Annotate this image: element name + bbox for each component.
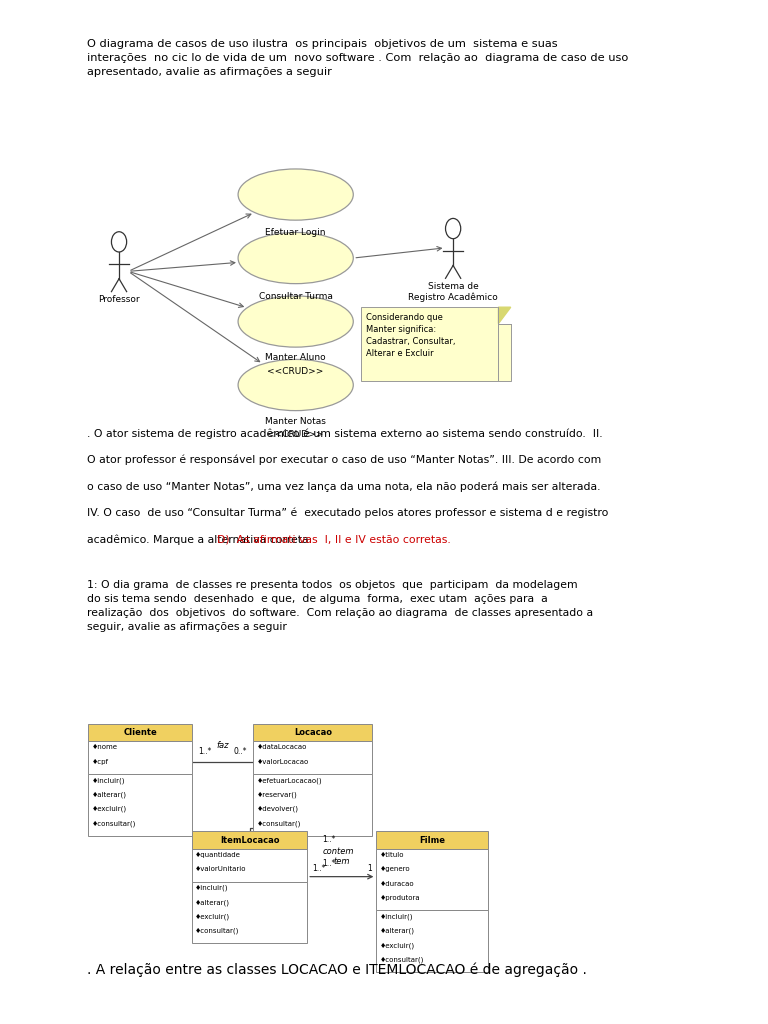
Text: Efetuar Login: Efetuar Login	[266, 228, 326, 238]
Text: 1..*: 1..*	[312, 863, 325, 872]
Text: Manter Notas: Manter Notas	[265, 417, 326, 426]
Text: IV. O caso  de uso “Consultar Turma” é  executado pelos atores professor e siste: IV. O caso de uso “Consultar Turma” é ex…	[87, 508, 608, 518]
Text: ♦consultar(): ♦consultar()	[379, 956, 424, 963]
Text: O diagrama de casos de uso ilustra  os principais  objetivos de um  sistema e su: O diagrama de casos de uso ilustra os pr…	[87, 39, 628, 77]
Text: Consultar Turma: Consultar Turma	[259, 292, 333, 301]
Text: 0..*: 0..*	[233, 746, 247, 756]
Text: ♦excluir(): ♦excluir()	[195, 913, 230, 920]
Text: Sistema de
Registro Acadêmico: Sistema de Registro Acadêmico	[409, 282, 498, 302]
Text: 1: 1	[367, 863, 372, 872]
Text: faz: faz	[217, 740, 229, 750]
Bar	[192, 882, 307, 943]
Text: tem: tem	[333, 857, 350, 866]
Text: ♦excluir(): ♦excluir()	[379, 942, 415, 948]
Text: ♦quantidade: ♦quantidade	[195, 852, 241, 858]
Text: <<CRUD>>: <<CRUD>>	[267, 367, 324, 376]
Text: 1..*: 1..*	[323, 859, 336, 868]
Text: Filme: Filme	[419, 836, 445, 845]
Text: D)  As afirmati vas  I, II e IV estão corretas.: D) As afirmati vas I, II e IV estão corr…	[217, 535, 452, 545]
Text: ♦consultar(): ♦consultar()	[257, 820, 301, 826]
Text: ♦produtora: ♦produtora	[379, 895, 420, 901]
Text: Manter Aluno: Manter Aluno	[266, 353, 326, 362]
Text: ♦incluir(): ♦incluir()	[379, 913, 413, 920]
Bar	[253, 724, 372, 741]
Text: o caso de uso “Manter Notas”, uma vez lança da uma nota, ela não poderá mais ser: o caso de uso “Manter Notas”, uma vez la…	[87, 481, 601, 492]
Bar	[88, 724, 192, 741]
Bar	[376, 849, 488, 910]
Text: ♦dataLocacao: ♦dataLocacao	[257, 744, 307, 751]
Ellipse shape	[238, 169, 353, 220]
Text: ♦devolver(): ♦devolver()	[257, 806, 299, 812]
Text: ♦consultar(): ♦consultar()	[195, 928, 240, 934]
Text: acadêmico. Marque a alternativa correta:: acadêmico. Marque a alternativa correta:	[87, 535, 316, 545]
Text: O ator professor é responsável por executar o caso de uso “Manter Notas”. III. D: O ator professor é responsável por execu…	[87, 455, 601, 465]
Text: <<CRUD>>: <<CRUD>>	[267, 430, 324, 439]
Bar	[88, 774, 192, 836]
Text: ♦alterar(): ♦alterar()	[91, 792, 127, 798]
Bar	[376, 910, 488, 972]
Text: Considerando que
Manter significa:
Cadastrar, Consultar,
Alterar e Excluir: Considerando que Manter significa: Cadas…	[366, 313, 456, 357]
Text: ♦cpf: ♦cpf	[91, 759, 108, 765]
Text: contem: contem	[323, 847, 354, 856]
Text: ♦incluir(): ♦incluir()	[91, 777, 125, 783]
Text: ♦genero: ♦genero	[379, 866, 410, 872]
Text: 1..*: 1..*	[323, 835, 336, 844]
Bar	[192, 831, 307, 849]
Text: ♦incluir(): ♦incluir()	[195, 885, 229, 891]
Text: ♦valorUnitario: ♦valorUnitario	[195, 866, 247, 872]
Text: Professor: Professor	[98, 295, 140, 304]
Text: ♦efetuarLocacao(): ♦efetuarLocacao()	[257, 777, 322, 783]
Text: ♦consultar(): ♦consultar()	[91, 820, 136, 826]
Bar	[192, 849, 307, 882]
Text: ♦alterar(): ♦alterar()	[195, 899, 230, 905]
Text: ♦alterar(): ♦alterar()	[379, 928, 415, 934]
Text: ♦duracao: ♦duracao	[379, 881, 414, 887]
Text: 1: O dia grama  de classes re presenta todos  os objetos  que  participam  da mo: 1: O dia grama de classes re presenta to…	[87, 580, 593, 632]
Text: . O ator sistema de registro acadêmico é um sistema externo ao sistema sendo con: . O ator sistema de registro acadêmico é…	[87, 428, 602, 438]
Text: ♦reservar(): ♦reservar()	[257, 792, 297, 798]
Bar	[88, 741, 192, 774]
Bar	[253, 774, 372, 836]
Ellipse shape	[238, 296, 353, 347]
Ellipse shape	[238, 232, 353, 284]
Polygon shape	[498, 307, 511, 324]
Text: ItemLocacao: ItemLocacao	[220, 836, 280, 845]
Bar	[361, 307, 498, 381]
Text: ♦nome: ♦nome	[91, 744, 118, 751]
Bar	[498, 324, 511, 381]
Text: Locacao: Locacao	[294, 728, 332, 737]
Text: ♦valorLocacao: ♦valorLocacao	[257, 759, 309, 765]
Text: ♦titulo: ♦titulo	[379, 852, 404, 858]
Ellipse shape	[238, 359, 353, 411]
Text: Cliente: Cliente	[124, 728, 157, 737]
Text: . A relação entre as classes LOCACAO e ITEMLOCACAO é de agregação .: . A relação entre as classes LOCACAO e I…	[87, 963, 587, 977]
Text: 1..*: 1..*	[198, 746, 211, 756]
Text: ♦excluir(): ♦excluir()	[91, 806, 127, 812]
Bar	[376, 831, 488, 849]
Bar	[253, 741, 372, 774]
